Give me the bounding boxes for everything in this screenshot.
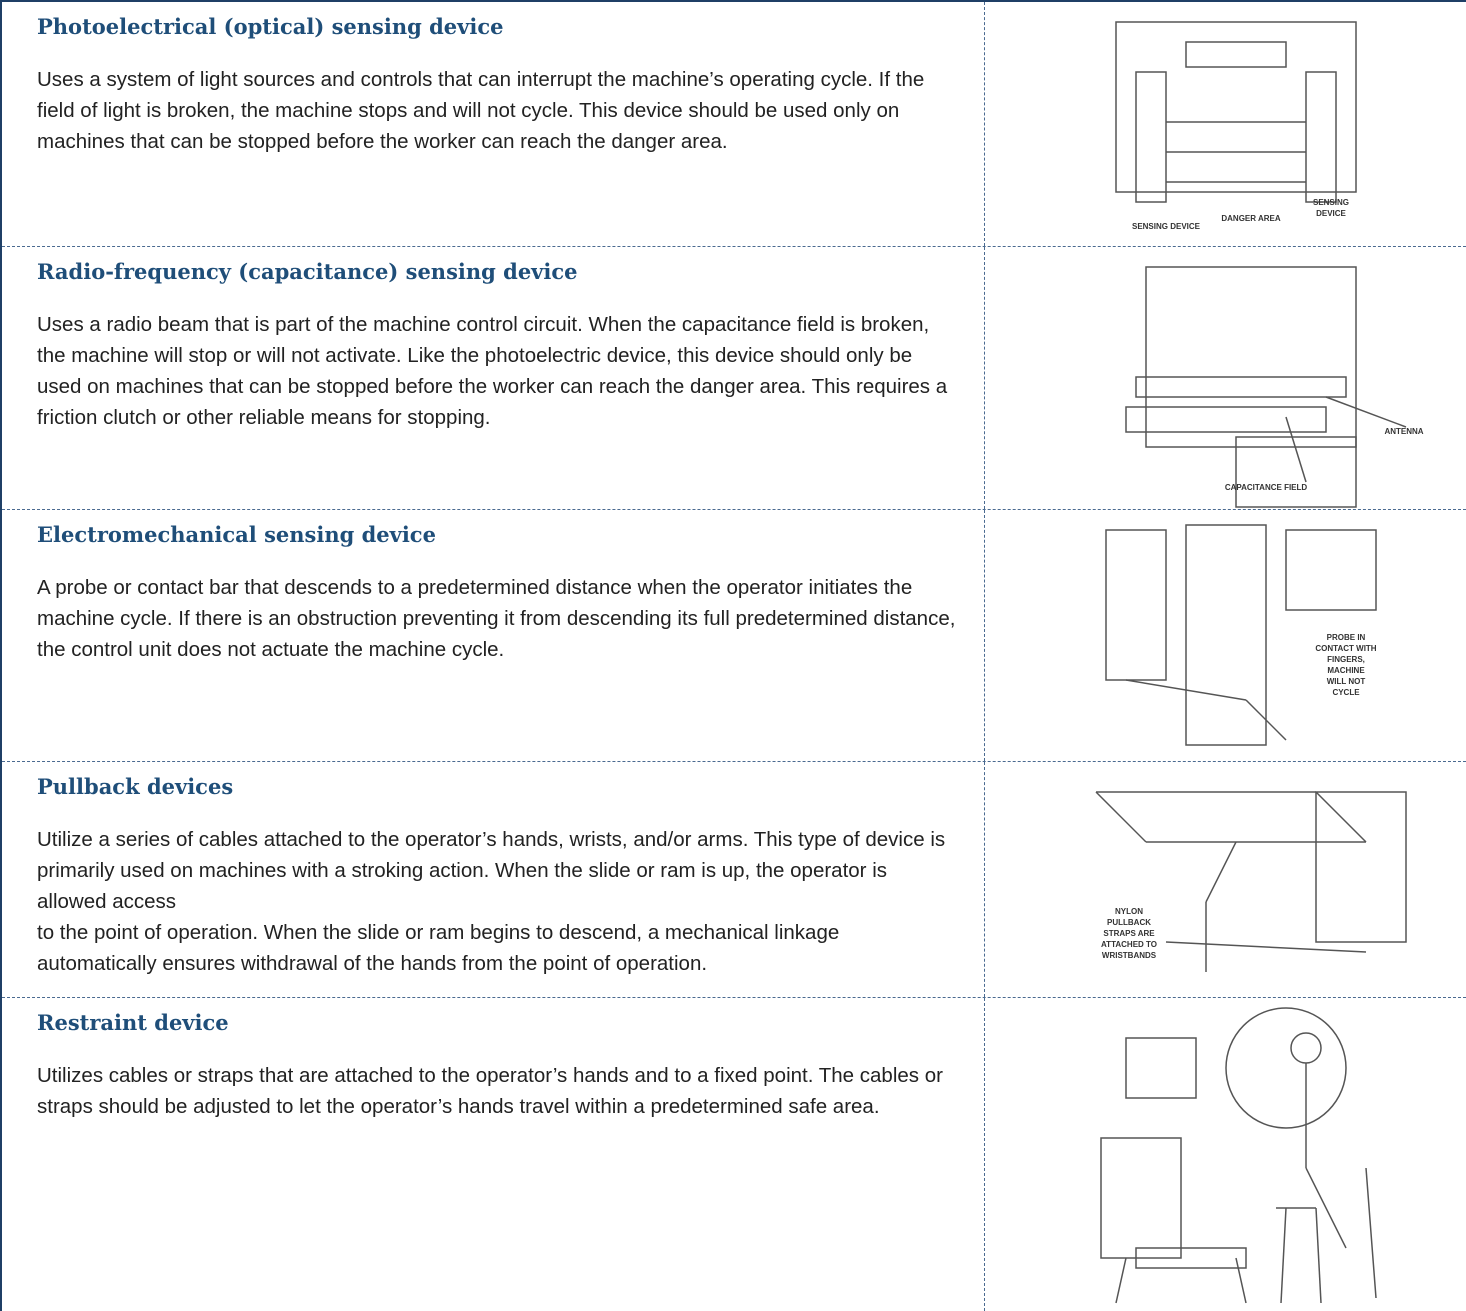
image-label: PULLBACK bbox=[1107, 918, 1151, 927]
sketch-shape bbox=[1225, 1007, 1347, 1129]
illustration bbox=[1100, 1007, 1377, 1304]
sketch-line bbox=[1315, 791, 1367, 843]
image-label: SENSING bbox=[1313, 198, 1349, 207]
sketch-line bbox=[1205, 841, 1237, 903]
image-label: CAPACITANCE FIELD bbox=[1225, 483, 1308, 492]
text-cell: Pullback devices Utilize a series of cabl… bbox=[2, 762, 985, 997]
text-cell: Radio-frequency (capacitance) sensing de… bbox=[2, 247, 985, 509]
table-row: Radio-frequency (capacitance) sensing de… bbox=[2, 247, 1466, 510]
image-label: ANTENNA bbox=[1384, 427, 1423, 436]
sketch-shape bbox=[1125, 406, 1327, 433]
sketch-shape bbox=[1100, 1137, 1182, 1259]
sketch-shape bbox=[1115, 21, 1357, 193]
image-label: DEVICE bbox=[1316, 209, 1346, 218]
sketch-line bbox=[1325, 396, 1407, 428]
table-row: Pullback devices Utilize a series of cabl… bbox=[2, 762, 1466, 998]
sketch-line bbox=[1095, 791, 1147, 843]
row-title: Pullback devices bbox=[37, 774, 234, 799]
sketch-shape bbox=[1235, 436, 1357, 508]
text-cell: Electromechanical sensing device A probe … bbox=[2, 510, 985, 761]
sketch-line bbox=[1235, 1257, 1247, 1304]
image-label: CONTACT WITH bbox=[1315, 644, 1376, 653]
sketch-shape bbox=[1105, 529, 1167, 681]
sketch-line bbox=[1245, 699, 1287, 741]
row-title: Restraint device bbox=[37, 1010, 229, 1035]
illustration: PROBE IN CONTACT WITH FINGERS, MACHINE WILL … bbox=[1105, 524, 1377, 746]
illustration: NYLON PULLBACK STRAPS ARE ATTACHED TO WRISTB… bbox=[1095, 791, 1407, 972]
sketch-line bbox=[1285, 416, 1307, 483]
sketch-shape bbox=[1315, 791, 1407, 943]
table-row: Electromechanical sensing device A probe … bbox=[2, 510, 1466, 762]
sketch-line bbox=[1125, 679, 1247, 701]
row-title: Photoelectrical (optical) sensing device bbox=[37, 14, 504, 39]
row-description: Utilize a series of cables attached to t… bbox=[37, 828, 946, 975]
sketch-shape bbox=[1285, 529, 1377, 611]
sketch-line bbox=[1280, 1207, 1287, 1304]
image-label: WILL NOT bbox=[1327, 677, 1366, 686]
sketch-shape bbox=[1135, 376, 1347, 398]
row-description: Uses a radio beam that is part of the ma… bbox=[37, 313, 948, 429]
image-label: SENSING DEVICE bbox=[1132, 222, 1201, 231]
sketch-shape bbox=[1185, 41, 1287, 68]
image-label: NYLON bbox=[1115, 907, 1143, 916]
sketch-line bbox=[1165, 941, 1367, 953]
sketch-line bbox=[1365, 1167, 1377, 1299]
sketch-line bbox=[1315, 1207, 1322, 1304]
table-row: Restraint device Utilizes cables or strap… bbox=[2, 998, 1466, 1311]
table-row: Photoelectrical (optical) sensing device… bbox=[2, 2, 1466, 247]
row-description: Uses a system of light sources and contr… bbox=[37, 68, 925, 153]
sketch-line bbox=[1115, 1257, 1127, 1304]
image-label: ATTACHED TO bbox=[1101, 940, 1157, 949]
sketch-shape bbox=[1145, 266, 1357, 448]
image-label: CYCLE bbox=[1332, 688, 1360, 697]
sketch-shape bbox=[1135, 71, 1167, 203]
sketch-line bbox=[1305, 1167, 1347, 1249]
image-label: MACHINE bbox=[1327, 666, 1365, 675]
image-label: FINGERS, bbox=[1327, 655, 1365, 664]
image-label: STRAPS ARE bbox=[1103, 929, 1155, 938]
image-label: PROBE IN bbox=[1327, 633, 1366, 642]
sketch-shape bbox=[1185, 524, 1267, 746]
text-cell: Restraint device Utilizes cables or strap… bbox=[2, 998, 985, 1311]
row-title: Electromechanical sensing device bbox=[37, 522, 436, 547]
sketch-shape bbox=[1290, 1032, 1322, 1064]
row-title: Radio-frequency (capacitance) sensing de… bbox=[37, 259, 578, 284]
image-label: WRISTBANDS bbox=[1102, 951, 1157, 960]
sketch-shape bbox=[1135, 1247, 1247, 1269]
text-cell: Photoelectrical (optical) sensing device… bbox=[2, 2, 985, 246]
image-label: DANGER AREA bbox=[1221, 214, 1280, 223]
row-description: Utilizes cables or straps that are attac… bbox=[37, 1064, 943, 1118]
sketch-shape bbox=[1305, 71, 1337, 203]
illustration: ANTENNA CAPACITANCE FIELD bbox=[1125, 266, 1424, 508]
sketch-shape bbox=[1125, 1037, 1197, 1099]
illustration: SENSING DEVICE DANGER AREA SENSING DEVICE bbox=[1115, 21, 1357, 231]
row-description: A probe or contact bar that descends to … bbox=[37, 576, 956, 661]
